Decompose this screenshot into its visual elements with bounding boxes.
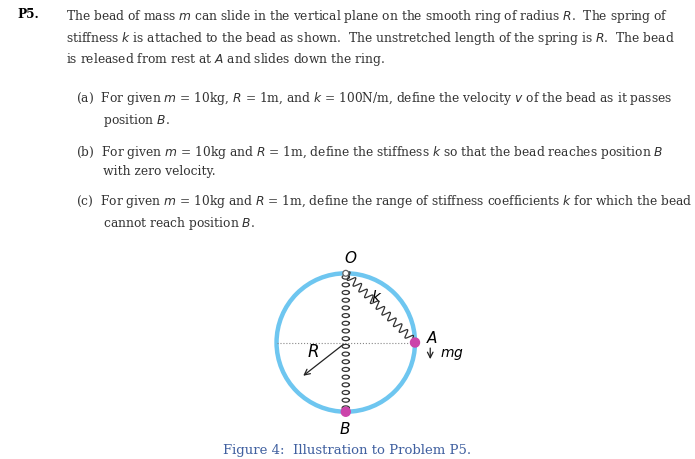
Circle shape <box>341 407 350 416</box>
Text: (c)  For given $m$ = 10kg and $R$ = 1m, define the range of stiffness coefficien: (c) For given $m$ = 10kg and $R$ = 1m, d… <box>76 193 692 232</box>
Text: $A$: $A$ <box>426 330 439 347</box>
Text: $B$: $B$ <box>338 421 350 437</box>
Text: $O$: $O$ <box>344 250 357 266</box>
Text: Figure 4:  Illustration to Problem P5.: Figure 4: Illustration to Problem P5. <box>223 444 472 457</box>
Text: The bead of mass $m$ can slide in the vertical plane on the smooth ring of radiu: The bead of mass $m$ can slide in the ve… <box>66 8 675 68</box>
Circle shape <box>411 338 420 347</box>
Text: (b)  For given $m$ = 10kg and $R$ = 1m, define the stiffness $k$ so that the bea: (b) For given $m$ = 10kg and $R$ = 1m, d… <box>76 144 664 178</box>
Text: $k$: $k$ <box>371 289 382 305</box>
Text: P5.: P5. <box>17 8 39 21</box>
Text: $mg$: $mg$ <box>440 347 464 362</box>
Text: $R$: $R$ <box>306 344 318 361</box>
Text: (a)  For given $m$ = 10kg, $R$ = 1m, and $k$ = 100N/m, define the velocity $v$ o: (a) For given $m$ = 10kg, $R$ = 1m, and … <box>76 90 673 129</box>
Circle shape <box>343 270 349 276</box>
